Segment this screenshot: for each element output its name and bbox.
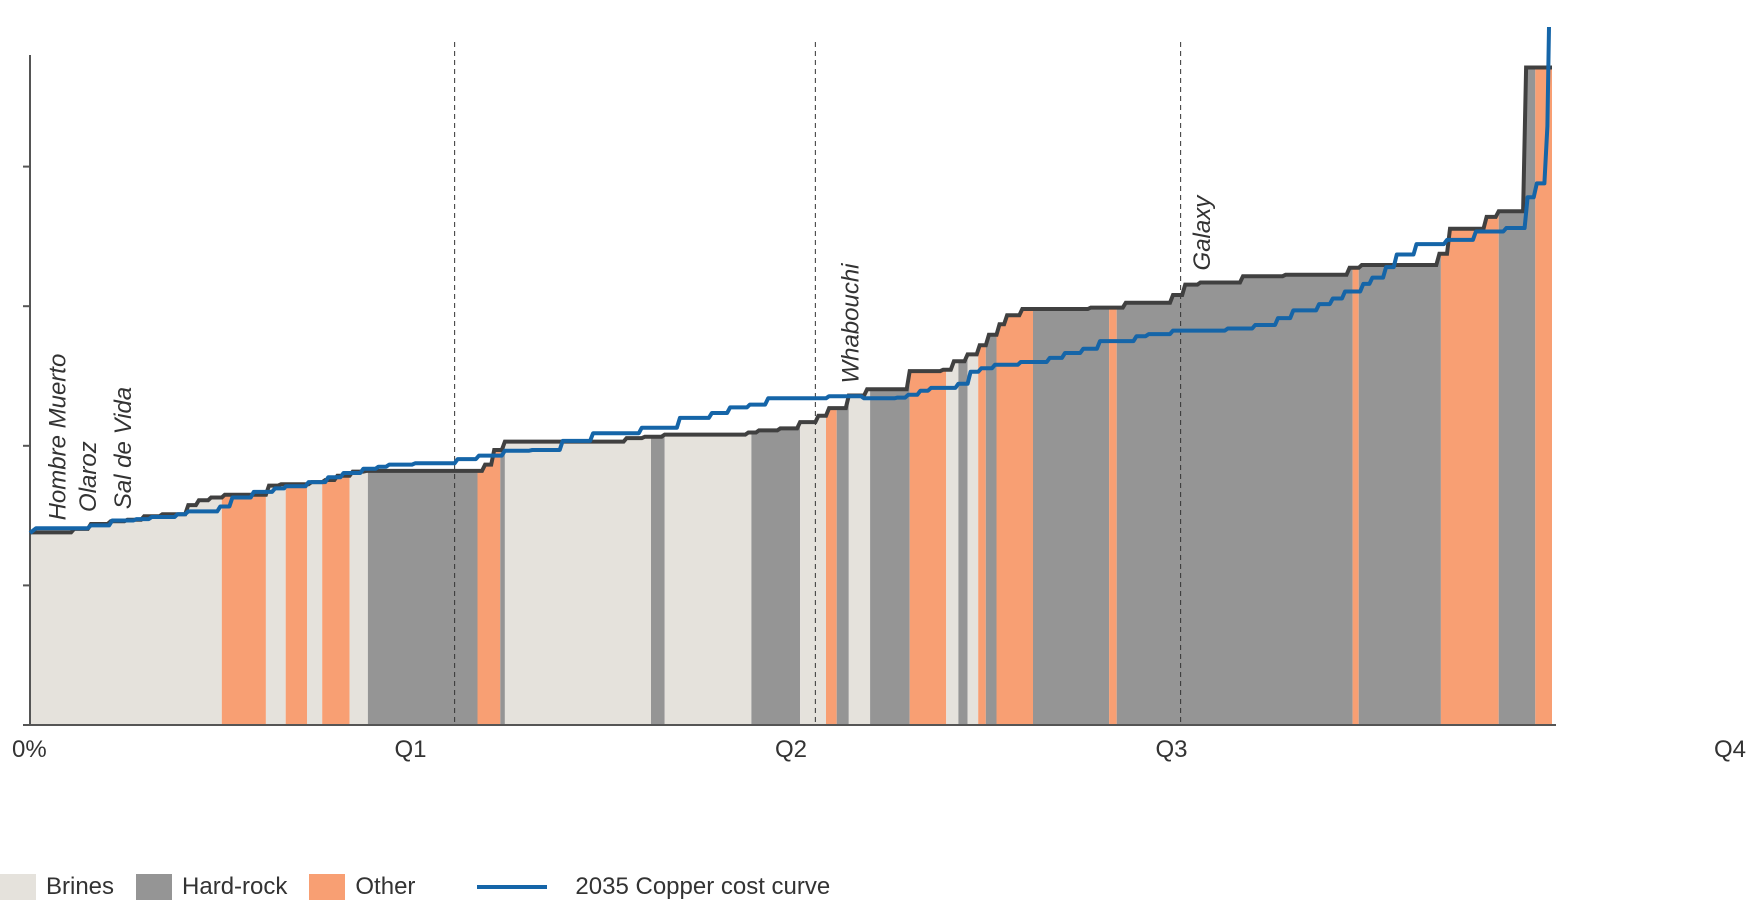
segment-other-15 <box>826 408 837 725</box>
legend-swatch-cost-curve <box>477 885 548 889</box>
legend-label-other: Other <box>355 873 416 900</box>
segment-brines-10 <box>504 436 651 725</box>
segment-other-31 <box>1440 211 1499 726</box>
annotation-hombre-muerto: Hombre Muerto <box>44 354 71 521</box>
segment-other-8 <box>477 450 501 725</box>
segment-brines-2 <box>265 484 286 725</box>
legend-item-other: Other <box>309 873 415 901</box>
segment-other-19 <box>909 369 947 725</box>
segment-other-25 <box>996 309 1033 725</box>
segment-hard-rock-24 <box>985 334 997 725</box>
legend-item-cost-curve: 2035 Copper cost curve <box>437 873 830 901</box>
cost-curve-layer <box>28 26 1551 535</box>
annotation-whabouchi: Whabouchi <box>837 263 864 384</box>
x-tick-label-3: Q3 <box>1155 736 1187 763</box>
segment-brines-22 <box>967 354 979 725</box>
annotation-galaxy: Galaxy <box>1189 194 1216 271</box>
legend: Brines Hard-rock Other 2035 Copper cost … <box>0 870 852 904</box>
segment-brines-14 <box>800 415 826 725</box>
segment-hard-rock-13 <box>751 422 801 725</box>
supply-curve-line <box>30 65 1552 535</box>
x-tick-label-4: Q4 <box>1714 736 1746 763</box>
legend-swatch-brines <box>0 874 36 900</box>
segment-other-33 <box>1535 67 1552 725</box>
x-tick-label-2: Q2 <box>775 736 807 763</box>
legend-swatch-other <box>309 874 346 900</box>
segment-brines-17 <box>848 389 871 725</box>
legend-swatch-hard-rock <box>136 874 173 900</box>
cost-curve-chart: Hombre Muerto Olaroz Sal de Vida Whabouchi G… <box>12 26 1746 763</box>
segment-other-29 <box>1352 267 1359 725</box>
segment-other-3 <box>285 484 307 725</box>
legend-label-hard-rock: Hard-rock <box>182 873 288 900</box>
segment-brines-12 <box>664 432 752 725</box>
annotation-sal-de-vida: Sal de Vida <box>110 387 137 509</box>
legend-label-brines: Brines <box>46 873 115 900</box>
segment-hard-rock-9 <box>500 441 505 725</box>
segment-other-1 <box>221 494 266 725</box>
x-tick-label-1: Q1 <box>394 736 426 763</box>
annotations-layer: Hombre Muerto Olaroz Sal de Vida Whabouchi G… <box>44 194 1216 521</box>
segment-brines-4 <box>307 482 323 725</box>
axes <box>23 55 1556 726</box>
cost-curve-line <box>28 26 1551 535</box>
annotation-olaroz: Olaroz <box>75 441 102 512</box>
segments-layer <box>30 67 1552 726</box>
segment-hard-rock-7 <box>367 470 478 725</box>
segment-hard-rock-32 <box>1498 67 1536 725</box>
segment-hard-rock-11 <box>651 434 665 725</box>
segment-hard-rock-26 <box>1033 307 1110 725</box>
x-tick-label-0: 0% <box>12 736 47 763</box>
segment-hard-rock-21 <box>958 354 968 725</box>
segment-hard-rock-30 <box>1358 253 1441 726</box>
segment-hard-rock-18 <box>870 371 910 725</box>
segment-other-23 <box>978 345 986 725</box>
segment-other-27 <box>1109 307 1117 725</box>
segment-other-5 <box>322 475 350 725</box>
legend-item-brines: Brines <box>0 873 114 901</box>
legend-label-cost-curve: 2035 Copper cost curve <box>575 873 831 900</box>
supply-curve-layer <box>30 65 1552 535</box>
segment-hard-rock-28 <box>1116 267 1353 725</box>
x-tick-labels: 0% Q1 Q2 Q3 Q4 <box>12 736 1746 763</box>
segment-brines-20 <box>946 361 959 725</box>
quartile-lines <box>454 42 1182 725</box>
segment-brines-0 <box>30 497 222 725</box>
segment-hard-rock-16 <box>836 395 849 725</box>
legend-item-hard-rock: Hard-rock <box>136 873 287 901</box>
segment-brines-6 <box>349 470 368 725</box>
